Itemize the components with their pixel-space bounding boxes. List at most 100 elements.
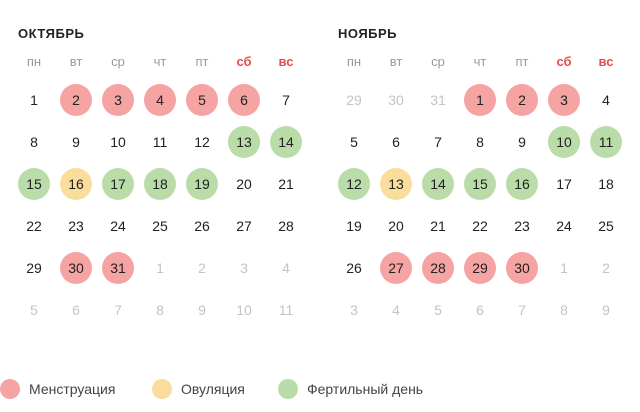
calendar-day-outside[interactable]: 9 [198, 302, 206, 318]
calendar-day[interactable]: 21 [278, 176, 294, 192]
calendar-day[interactable]: 20 [388, 218, 404, 234]
calendar-day[interactable]: 22 [26, 218, 42, 234]
calendar-day-menstruation[interactable]: 4 [144, 84, 176, 116]
calendar-day[interactable]: 10 [110, 134, 126, 150]
calendar-day[interactable]: 4 [602, 92, 610, 108]
calendar-day-menstruation[interactable]: 28 [422, 252, 454, 284]
calendar-day-outside[interactable]: 30 [388, 92, 404, 108]
calendar-day-outside[interactable]: 10 [236, 302, 252, 318]
calendar-day[interactable]: 9 [518, 134, 526, 150]
calendar-day-outside[interactable]: 8 [560, 302, 568, 318]
calendar-day[interactable]: 7 [434, 134, 442, 150]
calendar-day-outside[interactable]: 7 [114, 302, 122, 318]
calendar-day[interactable]: 25 [152, 218, 168, 234]
calendar-day[interactable]: 22 [472, 218, 488, 234]
weekday-label: ср [431, 54, 445, 69]
calendar-day[interactable]: 26 [194, 218, 210, 234]
weekday-label: пн [26, 54, 42, 69]
calendar-day[interactable]: 26 [346, 260, 362, 276]
calendar-day[interactable]: 19 [346, 218, 362, 234]
calendar-day-fertile[interactable]: 18 [144, 168, 176, 200]
month-title: НОЯБРЬ [338, 26, 398, 41]
calendar-day-menstruation[interactable]: 30 [506, 252, 538, 284]
ovulation-dot-icon [152, 379, 172, 399]
calendar-day-outside[interactable]: 2 [198, 260, 206, 276]
calendar-day-menstruation[interactable]: 27 [380, 252, 412, 284]
calendar-day-outside[interactable]: 29 [346, 92, 362, 108]
weekday-header: пн вт ср чт пт сб вс [16, 54, 304, 70]
calendar-day-menstruation[interactable]: 5 [186, 84, 218, 116]
calendar-day-menstruation[interactable]: 29 [464, 252, 496, 284]
calendar-day-outside[interactable]: 3 [240, 260, 248, 276]
calendar-day-ovulation[interactable]: 16 [60, 168, 92, 200]
calendar-day-outside[interactable]: 9 [602, 302, 610, 318]
calendar-day[interactable]: 8 [30, 134, 38, 150]
calendar-day-menstruation[interactable]: 3 [102, 84, 134, 116]
weekday-label: вс [598, 54, 614, 69]
calendar-day[interactable]: 20 [236, 176, 252, 192]
calendar-day-menstruation[interactable]: 2 [60, 84, 92, 116]
calendar-day-outside[interactable]: 1 [156, 260, 164, 276]
calendar-day-ovulation[interactable]: 13 [380, 168, 412, 200]
calendar-day[interactable]: 21 [430, 218, 446, 234]
calendar-day-fertile[interactable]: 12 [338, 168, 370, 200]
calendar-day-menstruation[interactable]: 1 [464, 84, 496, 116]
fertile-dot-icon [278, 379, 298, 399]
calendar-day[interactable]: 27 [236, 218, 252, 234]
calendar-day[interactable]: 24 [110, 218, 126, 234]
calendar-day[interactable]: 18 [598, 176, 614, 192]
calendar-day-fertile[interactable]: 15 [464, 168, 496, 200]
calendar-day[interactable]: 29 [26, 260, 42, 276]
calendar-day[interactable]: 12 [194, 134, 210, 150]
legend-label: Менструация [29, 381, 116, 397]
calendar-day-fertile[interactable]: 10 [548, 126, 580, 158]
calendar-day[interactable]: 9 [72, 134, 80, 150]
calendar-day-outside[interactable]: 11 [278, 302, 294, 318]
calendar-day-outside[interactable]: 7 [518, 302, 526, 318]
calendar-day[interactable]: 17 [556, 176, 572, 192]
day-grid: 1 2 3 4 5 6 7 8 9 10 11 12 13 14 15 16 17 18 19 20 21 22 23 24 2… [16, 82, 304, 334]
calendar-day[interactable]: 5 [350, 134, 358, 150]
calendar-day-fertile[interactable]: 16 [506, 168, 538, 200]
calendar-day-outside[interactable]: 5 [434, 302, 442, 318]
calendar-day-fertile[interactable]: 11 [590, 126, 622, 158]
calendar-day-outside[interactable]: 3 [350, 302, 358, 318]
calendar-day[interactable]: 28 [278, 218, 294, 234]
calendar-day-outside[interactable]: 4 [392, 302, 400, 318]
calendar-day-menstruation[interactable]: 30 [60, 252, 92, 284]
weekday-label: вт [69, 54, 83, 69]
calendar-day[interactable]: 8 [476, 134, 484, 150]
calendar-day-fertile[interactable]: 15 [18, 168, 50, 200]
legend-item-fertile: Фертильный день [278, 378, 423, 400]
calendar-day-outside[interactable]: 2 [602, 260, 610, 276]
calendar-day-menstruation[interactable]: 6 [228, 84, 260, 116]
calendar-day[interactable]: 24 [556, 218, 572, 234]
calendar-day-outside[interactable]: 6 [72, 302, 80, 318]
calendar-day-outside[interactable]: 6 [476, 302, 484, 318]
calendar-day-outside[interactable]: 1 [560, 260, 568, 276]
calendar-day[interactable]: 25 [598, 218, 614, 234]
calendar-day-fertile[interactable]: 14 [422, 168, 454, 200]
legend: Менструация Овуляция Фертильный день [0, 378, 640, 400]
calendar-day[interactable]: 1 [30, 92, 38, 108]
calendar-day[interactable]: 6 [392, 134, 400, 150]
calendar-day-outside[interactable]: 4 [282, 260, 290, 276]
calendar-day[interactable]: 23 [68, 218, 84, 234]
calendar-day[interactable]: 23 [514, 218, 530, 234]
calendar-day-outside[interactable]: 5 [30, 302, 38, 318]
weekday-label: сб [556, 54, 572, 69]
calendar-day-menstruation[interactable]: 31 [102, 252, 134, 284]
calendar-day-menstruation[interactable]: 2 [506, 84, 538, 116]
calendar-day-fertile[interactable]: 19 [186, 168, 218, 200]
calendar-day-outside[interactable]: 8 [156, 302, 164, 318]
calendar-day-outside[interactable]: 31 [430, 92, 446, 108]
calendar-day[interactable]: 11 [152, 134, 168, 150]
calendar-day-menstruation[interactable]: 3 [548, 84, 580, 116]
legend-label: Овуляция [181, 381, 245, 397]
weekday-label: пн [346, 54, 362, 69]
calendar-day-fertile[interactable]: 17 [102, 168, 134, 200]
calendar-day-fertile[interactable]: 13 [228, 126, 260, 158]
calendar-day[interactable]: 7 [282, 92, 290, 108]
weekday-label: сб [236, 54, 252, 69]
calendar-day-fertile[interactable]: 14 [270, 126, 302, 158]
